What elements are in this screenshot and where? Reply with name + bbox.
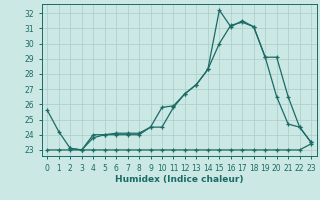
X-axis label: Humidex (Indice chaleur): Humidex (Indice chaleur) xyxy=(115,175,244,184)
